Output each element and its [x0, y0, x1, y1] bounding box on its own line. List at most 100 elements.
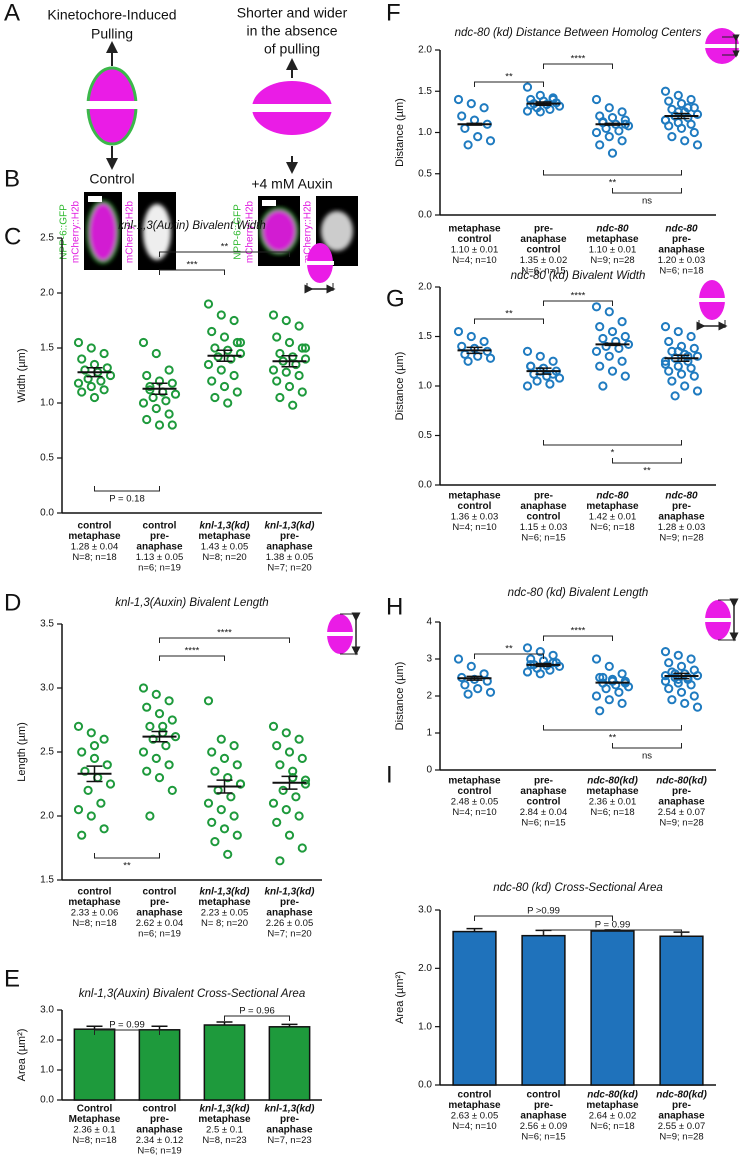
category-label: N=6; n=18	[590, 807, 634, 818]
data-point	[275, 856, 285, 866]
data-point	[473, 132, 483, 142]
data-point	[96, 376, 106, 386]
y-tick-label: 3.0	[418, 905, 432, 916]
data-point	[300, 343, 311, 353]
data-point	[73, 337, 84, 348]
data-point	[151, 689, 161, 700]
category-label: metaphase	[448, 224, 501, 235]
data-point	[281, 315, 291, 326]
y-tick-label: 0.5	[418, 430, 432, 441]
data-point	[216, 365, 226, 375]
bracket	[543, 929, 682, 935]
data-point	[138, 398, 149, 408]
data-point	[607, 366, 618, 376]
y-tick-label: 0.0	[40, 508, 54, 519]
gap	[250, 104, 334, 112]
data-point	[164, 760, 174, 770]
category-label: N=7; n=20	[267, 929, 311, 940]
bracket	[543, 300, 613, 306]
data-point	[614, 687, 624, 697]
data-point	[268, 365, 279, 375]
data-point	[89, 741, 100, 751]
data-point	[102, 760, 112, 770]
data-point	[167, 420, 177, 430]
category-label: n=6; n=19	[138, 929, 181, 940]
category-label: anaphase	[520, 234, 567, 245]
data-point	[614, 126, 624, 136]
data-point	[604, 307, 614, 317]
data-point	[554, 661, 565, 672]
category-label: knl-1,3(kd)	[199, 521, 250, 532]
error-bar	[151, 382, 168, 395]
data-point	[294, 811, 304, 821]
bar	[590, 930, 635, 1086]
caption: in the absence	[246, 23, 337, 39]
data-point	[591, 94, 602, 105]
category-label: N=4; n=10	[452, 807, 496, 818]
data-point	[595, 322, 605, 332]
category-label: anaphase	[658, 512, 705, 523]
significance-label: P = 0.99	[109, 1020, 144, 1031]
icon	[704, 618, 732, 622]
data-point	[164, 409, 174, 419]
data-point	[673, 90, 683, 100]
y-tick-label: 2.5	[40, 747, 54, 758]
data-point	[210, 392, 220, 403]
y-tick-label: 1.5	[418, 86, 432, 97]
data-point	[457, 341, 467, 351]
data-point	[545, 379, 555, 389]
category-label: 2.84 ± 0.04	[520, 807, 567, 818]
bracket	[543, 635, 613, 641]
data-point	[272, 376, 282, 386]
category-label: pre-	[280, 531, 299, 542]
data-point	[89, 392, 100, 403]
y-axis-label: Area (µm²)	[394, 971, 406, 1024]
data-point	[686, 654, 696, 664]
icon	[306, 261, 334, 265]
significance-label: P >0.99	[527, 906, 560, 917]
category-label: ndc-80	[596, 491, 629, 502]
data-point	[232, 760, 242, 770]
caption: Control	[89, 171, 134, 187]
significance-label: **	[505, 309, 513, 320]
data-point	[595, 140, 605, 150]
category-label: anaphase	[136, 542, 183, 553]
chart-title: knl-1,3(Auxin) Bivalent Width	[118, 220, 266, 232]
category-label: 2.54 ± 0.07	[658, 807, 705, 818]
y-tick-label: 2.0	[418, 45, 432, 56]
category-label: control	[458, 1090, 492, 1101]
data-point	[170, 389, 181, 399]
data-point	[164, 365, 174, 375]
bracket	[94, 486, 160, 492]
data-point	[294, 321, 304, 331]
category-label: anaphase	[658, 245, 705, 256]
y-tick-label: 2.0	[40, 1035, 54, 1046]
category-label: Metaphase	[69, 1114, 121, 1125]
data-point	[203, 299, 214, 309]
bracket	[224, 1015, 290, 1021]
bracket	[543, 170, 682, 176]
scale-bar	[262, 200, 276, 206]
data-point	[485, 136, 496, 146]
data-point	[522, 667, 533, 677]
category-label: N=8, n=23	[202, 1135, 246, 1146]
data-point	[692, 386, 703, 396]
data-point	[281, 367, 291, 377]
data-point	[554, 101, 565, 111]
category-label: ndc-80	[596, 224, 629, 235]
significance-label: **	[221, 242, 229, 253]
data-point	[526, 100, 536, 110]
category-label: anaphase	[136, 1125, 183, 1136]
y-tick-label: 2.0	[40, 288, 54, 299]
y-tick-label: 0.0	[418, 1080, 432, 1091]
chart-title: ndc-80 (kd) Bivalent Length	[508, 587, 649, 599]
data-point	[268, 721, 279, 732]
y-tick-label: 1.5	[40, 875, 54, 886]
significance-label: ns	[642, 751, 652, 762]
data-point	[591, 691, 602, 701]
data-point	[216, 310, 226, 320]
data-point	[86, 381, 96, 392]
bracket	[159, 269, 225, 275]
category-label: N=8; n=20	[202, 552, 246, 563]
